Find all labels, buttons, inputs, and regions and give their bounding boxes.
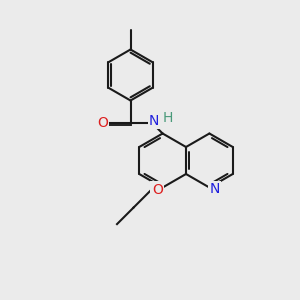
Text: O: O <box>152 183 163 196</box>
Text: N: N <box>149 114 159 128</box>
Text: O: O <box>97 116 108 130</box>
Text: H: H <box>163 111 173 124</box>
Text: N: N <box>210 182 220 196</box>
